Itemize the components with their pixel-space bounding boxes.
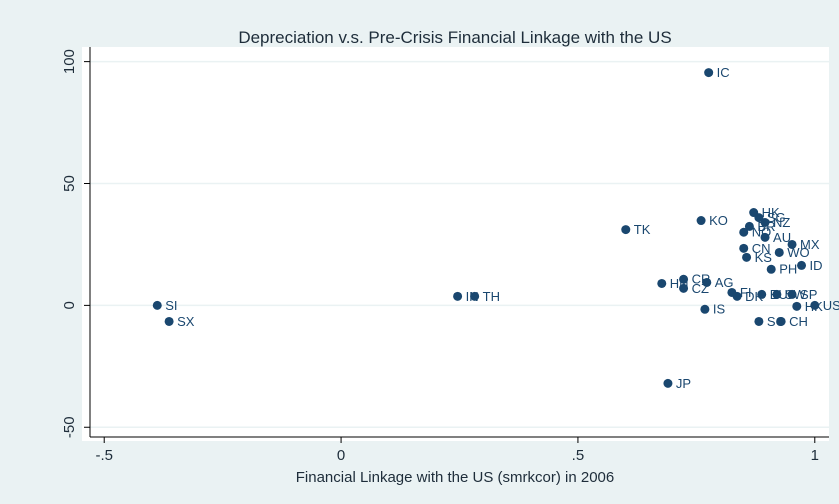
point bbox=[470, 291, 480, 301]
x-tick-label: 1 bbox=[811, 447, 819, 464]
y-tick-label: -50 bbox=[61, 416, 78, 438]
point-label: HK bbox=[762, 205, 780, 220]
point-label: US bbox=[823, 298, 839, 313]
x-tick-label: -.5 bbox=[95, 447, 113, 464]
chart-title: Depreciation v.s. Pre-Crisis Financial L… bbox=[238, 28, 671, 47]
point bbox=[700, 304, 710, 314]
point-label: CZ bbox=[692, 281, 709, 296]
point bbox=[760, 232, 770, 242]
point-label: PH bbox=[779, 262, 797, 277]
point bbox=[776, 316, 786, 326]
point-label: WO bbox=[787, 245, 809, 260]
point bbox=[732, 291, 742, 301]
point-label: SX bbox=[177, 314, 195, 329]
point-label: BR bbox=[757, 219, 775, 234]
point-label: NZ bbox=[773, 215, 790, 230]
point bbox=[792, 301, 802, 311]
point bbox=[152, 300, 162, 310]
point bbox=[744, 221, 754, 231]
point-label: FI bbox=[740, 285, 752, 300]
point bbox=[679, 283, 689, 293]
point bbox=[797, 260, 807, 270]
point bbox=[164, 316, 174, 326]
point-label: AU bbox=[773, 230, 791, 245]
point-label: SP bbox=[800, 287, 817, 302]
point bbox=[787, 289, 797, 299]
point bbox=[766, 264, 776, 274]
point bbox=[774, 247, 784, 257]
y-tick-label: 100 bbox=[61, 49, 78, 74]
point bbox=[679, 274, 689, 284]
point-label: SG bbox=[767, 210, 786, 225]
point bbox=[772, 289, 782, 299]
point-label: TK bbox=[634, 222, 651, 237]
plot-area bbox=[82, 47, 829, 441]
point bbox=[621, 225, 631, 235]
point bbox=[739, 243, 749, 253]
point-label: JP bbox=[676, 376, 691, 391]
point bbox=[657, 278, 667, 288]
point bbox=[696, 216, 706, 226]
point-label: IS bbox=[713, 302, 726, 317]
point bbox=[754, 213, 764, 223]
point bbox=[663, 378, 673, 388]
point-label: SI bbox=[165, 298, 177, 313]
point bbox=[760, 218, 770, 227]
point bbox=[702, 277, 712, 287]
y-tick-label: 0 bbox=[61, 301, 78, 309]
point-label: KS bbox=[755, 250, 773, 265]
point-label: CH bbox=[789, 314, 808, 329]
y-tick-label: 50 bbox=[61, 175, 78, 192]
point bbox=[704, 68, 714, 78]
point bbox=[754, 316, 764, 326]
point bbox=[810, 300, 820, 310]
point-label: AG bbox=[715, 275, 734, 290]
point-label: ID bbox=[810, 258, 823, 273]
point bbox=[453, 291, 463, 301]
point bbox=[787, 239, 797, 249]
point-label: CN bbox=[752, 241, 771, 256]
x-axis-title: Financial Linkage with the US (smrkcor) … bbox=[296, 469, 614, 486]
point-label: IC bbox=[717, 65, 730, 80]
point-label: MX bbox=[800, 237, 820, 252]
point bbox=[757, 289, 767, 299]
point bbox=[739, 227, 749, 237]
x-tick-label: .5 bbox=[572, 447, 585, 464]
point bbox=[742, 252, 752, 262]
x-tick-label: 0 bbox=[337, 447, 345, 464]
point-label: KO bbox=[709, 213, 728, 228]
point-label: TH bbox=[483, 289, 500, 304]
